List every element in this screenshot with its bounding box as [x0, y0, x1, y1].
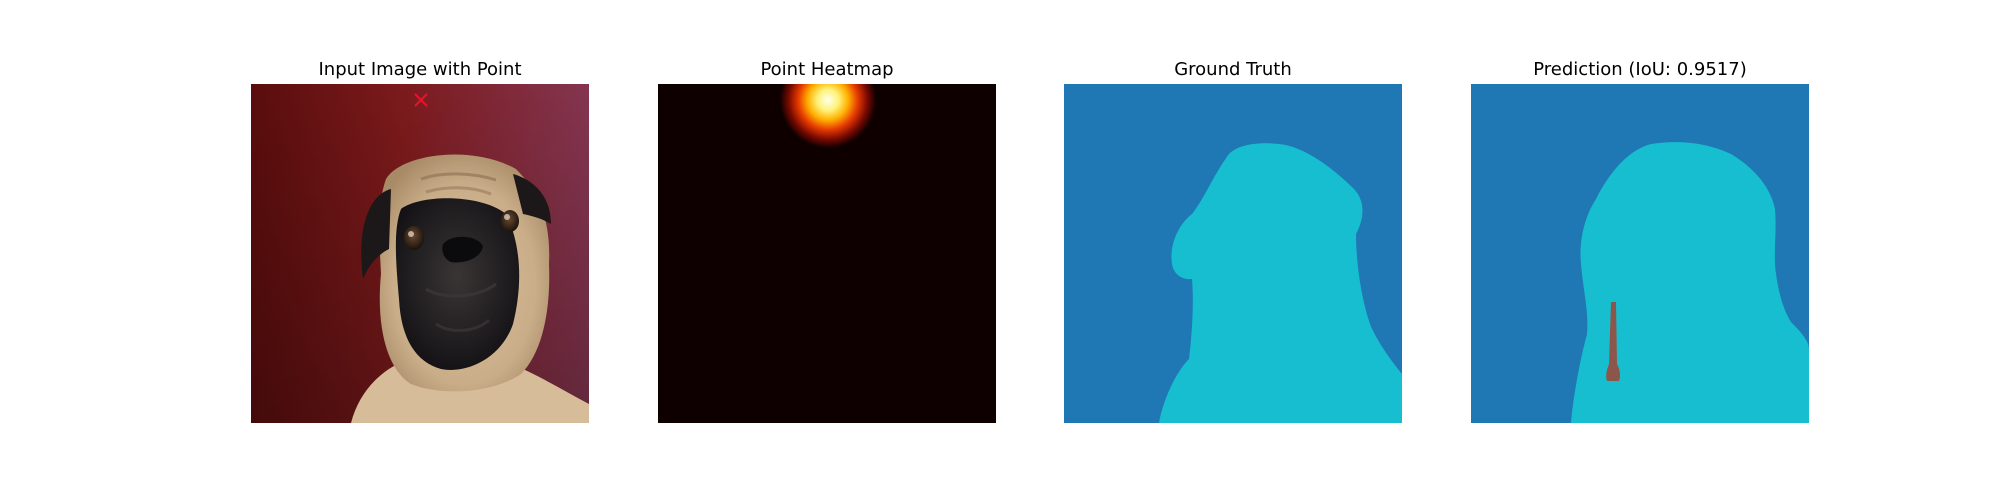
panel-title-prediction: Prediction (IoU: 0.9517)	[1533, 59, 1747, 80]
ground-truth-mask	[1064, 84, 1402, 423]
ground-truth-panel	[1064, 84, 1402, 423]
panel-title-point-heatmap: Point Heatmap	[760, 59, 894, 80]
input-image-photo	[251, 84, 589, 423]
point-heatmap	[658, 84, 996, 423]
input-image-panel	[251, 84, 589, 423]
prediction-panel	[1471, 84, 1809, 423]
prediction-mask	[1471, 84, 1809, 423]
point-heatmap-panel	[658, 84, 996, 423]
panel-title-input-image: Input Image with Point	[318, 59, 522, 80]
point-marker-icon	[414, 93, 428, 107]
panel-title-ground-truth: Ground Truth	[1174, 59, 1292, 80]
